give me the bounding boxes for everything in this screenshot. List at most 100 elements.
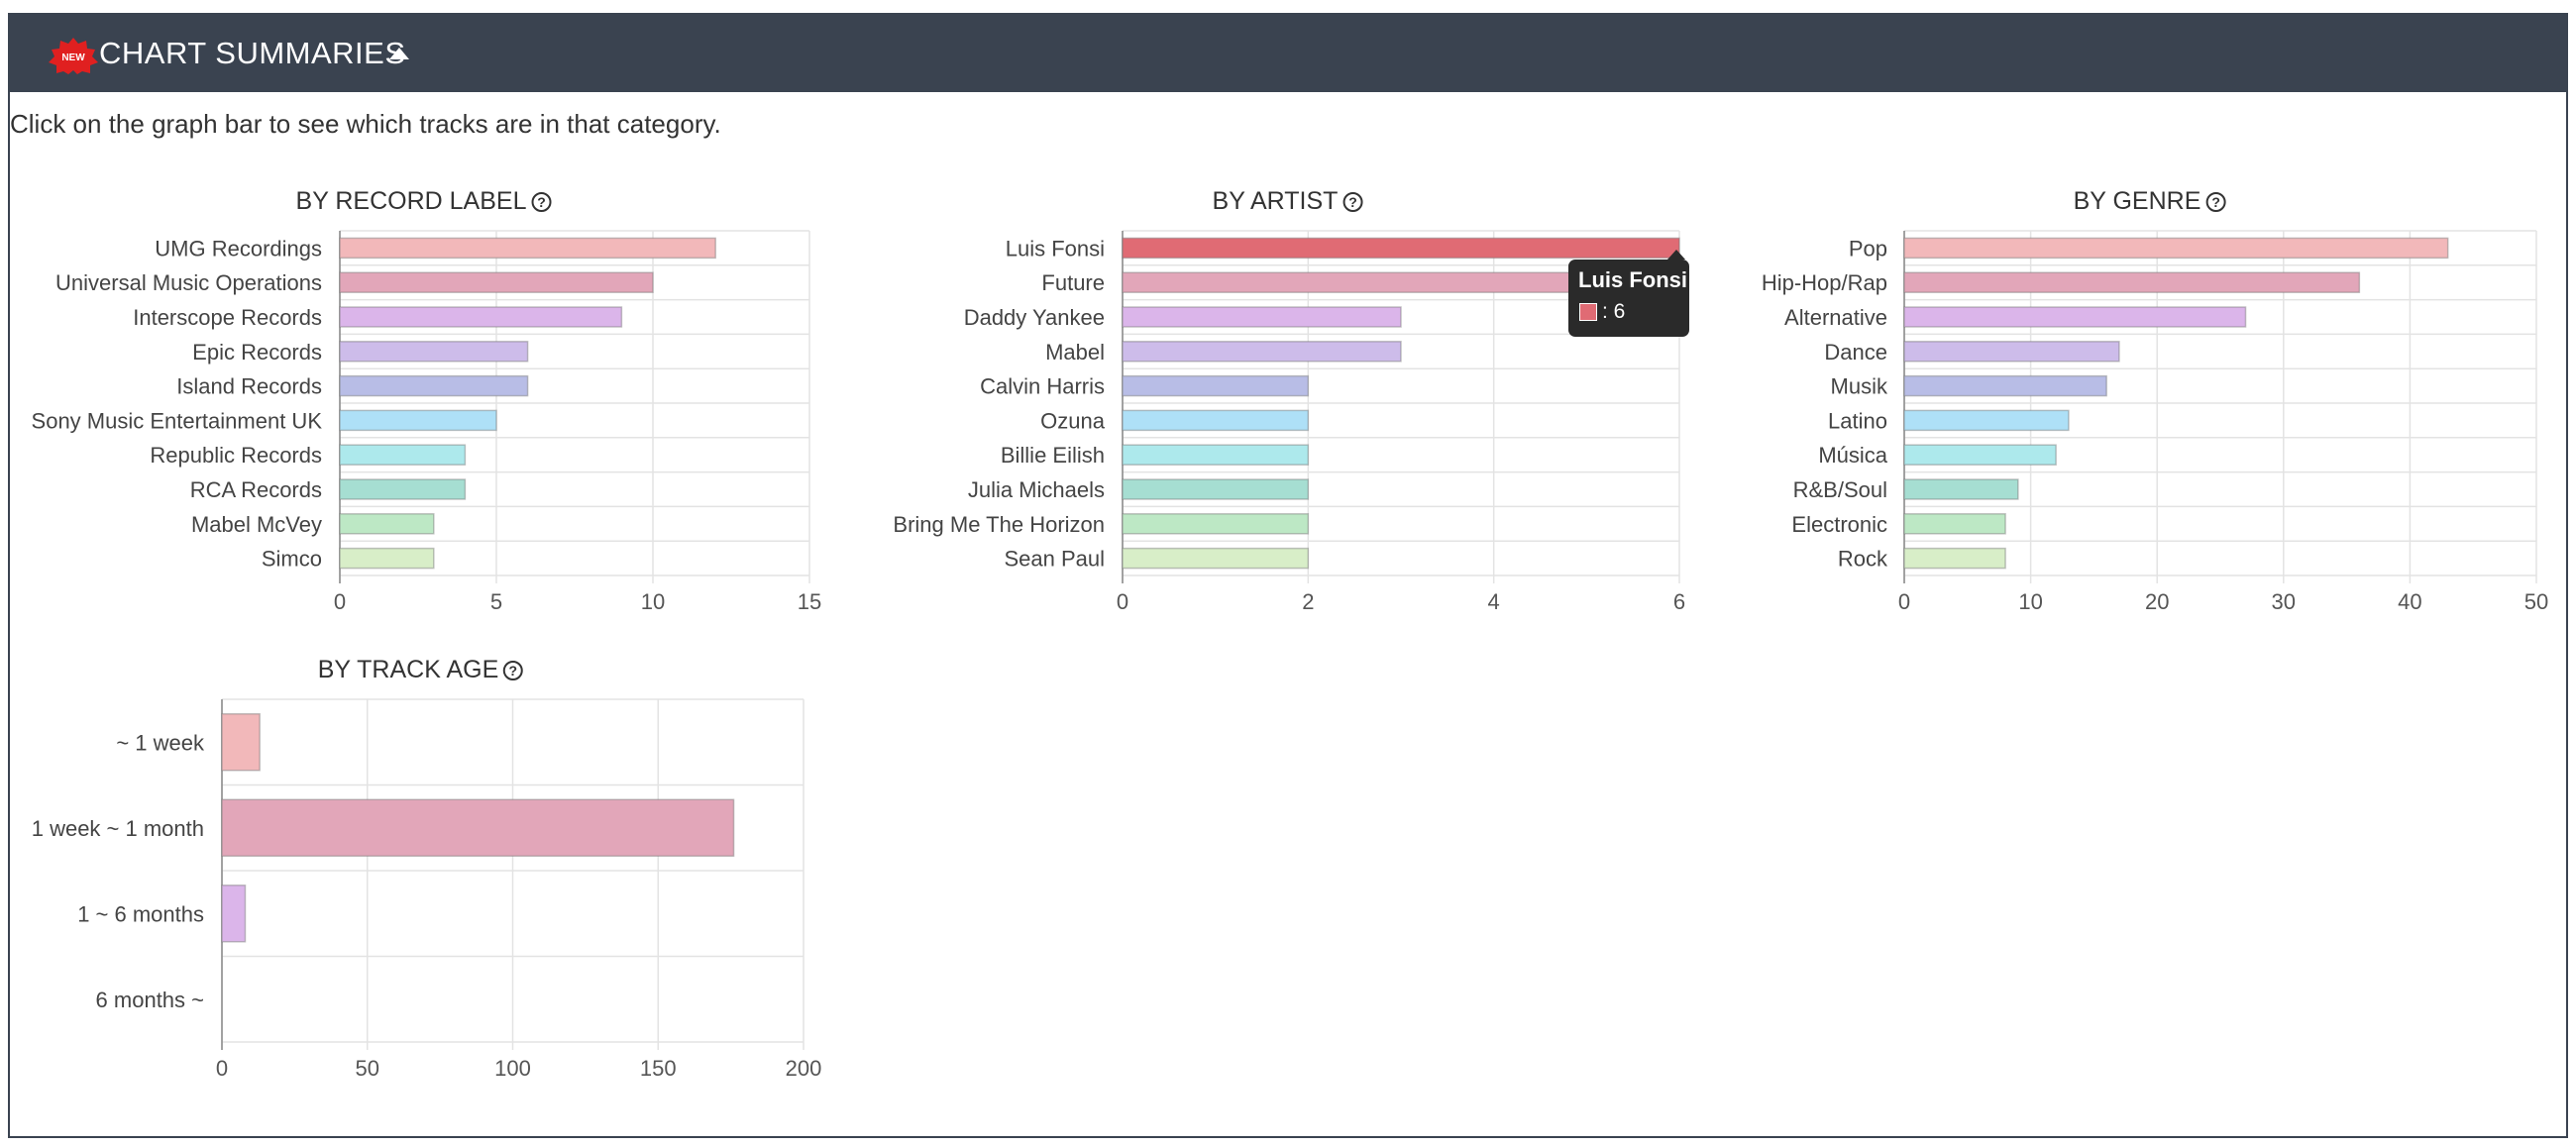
chart-bar[interactable]	[1122, 237, 1680, 260]
svg-text:?: ?	[537, 194, 546, 210]
chart-bar[interactable]	[339, 374, 529, 397]
chart-bar[interactable]	[1122, 409, 1310, 432]
tooltip-title: Luis Fonsi	[1578, 267, 1687, 292]
category-label: Dance	[1824, 340, 1887, 365]
category-label: Mabel McVey	[191, 512, 322, 537]
chart-title-track-age: BY TRACK AGE?	[318, 656, 524, 684]
category-label: Luis Fonsi	[1006, 236, 1105, 261]
category-label: 6 months ~	[96, 988, 204, 1012]
chart-bar[interactable]	[339, 513, 435, 535]
category-label: Simco	[262, 547, 322, 572]
chart-bar[interactable]	[1122, 547, 1310, 570]
chart-bar[interactable]	[339, 547, 435, 570]
x-tick-label: 0	[334, 589, 346, 614]
svg-text:?: ?	[1348, 194, 1357, 210]
chart-bar[interactable]	[1122, 478, 1310, 500]
chart-tooltip: Luis Fonsi : 6	[1568, 250, 1689, 337]
category-label: Latino	[1828, 408, 1887, 433]
x-tick-label: 15	[798, 589, 821, 614]
chart-bar[interactable]	[1903, 478, 2019, 500]
collapse-caret-icon[interactable]	[389, 48, 409, 59]
chart-bar[interactable]	[1903, 237, 2449, 260]
chart-bar[interactable]	[339, 306, 623, 328]
category-label: Republic Records	[150, 443, 322, 468]
category-label: Daddy Yankee	[964, 305, 1105, 330]
chart-bar[interactable]	[1903, 547, 2006, 570]
chart-bar[interactable]	[221, 885, 247, 943]
x-tick-label: 10	[641, 589, 665, 614]
chart-title-genre: BY GENRE?	[2074, 187, 2227, 216]
chart-bar[interactable]	[339, 237, 716, 260]
chart-bar[interactable]	[1903, 374, 2107, 397]
tooltip-swatch	[1579, 303, 1597, 321]
x-tick-label: 0	[1117, 589, 1128, 614]
chart-bar[interactable]	[221, 798, 735, 857]
chart-bar[interactable]	[1903, 513, 2006, 535]
category-label: R&B/Soul	[1793, 477, 1887, 502]
chart-bar[interactable]	[339, 271, 654, 293]
category-label: Rock	[1838, 547, 1888, 572]
category-label: ~ 1 week	[116, 730, 205, 755]
new-badge-text: NEW	[61, 52, 85, 63]
chart-bar[interactable]	[1903, 341, 2120, 363]
chart-bar[interactable]	[1122, 444, 1310, 466]
svg-text:?: ?	[509, 663, 518, 678]
category-label: Música	[1818, 443, 1887, 468]
chart-bar[interactable]	[339, 478, 467, 500]
panel-header[interactable]: NEW CHART SUMMARIES	[10, 15, 2566, 92]
category-label: Electronic	[1791, 512, 1887, 537]
tooltip-value: : 6	[1602, 300, 1626, 323]
x-tick-label: 20	[2145, 589, 2169, 614]
chart-bar[interactable]	[339, 444, 467, 466]
x-tick-label: 40	[2398, 589, 2421, 614]
chart-bar[interactable]	[1122, 513, 1310, 535]
category-label: Hip-Hop/Rap	[1762, 270, 1887, 295]
chart-bar[interactable]	[1903, 444, 2057, 466]
category-label: 1 ~ 6 months	[77, 901, 204, 926]
chart-bar[interactable]	[1903, 409, 2070, 432]
chart-bar[interactable]	[221, 713, 261, 772]
category-label: RCA Records	[190, 477, 322, 502]
chart-bar[interactable]	[1903, 306, 2247, 328]
x-tick-label: 150	[640, 1056, 677, 1081]
chart-bar[interactable]	[339, 341, 529, 363]
help-icon[interactable]: ?	[2204, 191, 2226, 213]
help-icon[interactable]: ?	[1342, 191, 1363, 213]
category-label: Interscope Records	[133, 305, 322, 330]
new-badge-icon: NEW	[49, 38, 98, 74]
x-tick-label: 200	[786, 1056, 822, 1081]
svg-text:?: ?	[2211, 194, 2220, 210]
category-label: Sony Music Entertainment UK	[32, 408, 323, 433]
instruction-text: Click on the graph bar to see which trac…	[10, 109, 721, 139]
x-tick-label: 10	[2018, 589, 2042, 614]
x-tick-label: 2	[1302, 589, 1314, 614]
category-label: Future	[1041, 270, 1105, 295]
category-label: Mabel	[1045, 340, 1105, 365]
x-tick-label: 5	[490, 589, 502, 614]
chart-bar[interactable]	[1903, 271, 2361, 293]
chart-title-text: BY ARTIST	[1212, 187, 1339, 215]
chart-bar[interactable]	[1122, 374, 1310, 397]
category-label: Bring Me The Horizon	[893, 512, 1105, 537]
chart-title-artist: BY ARTIST?	[1213, 187, 1364, 216]
category-label: Sean Paul	[1004, 547, 1105, 572]
help-icon[interactable]: ?	[530, 191, 552, 213]
category-label: Ozuna	[1040, 408, 1106, 433]
help-icon[interactable]: ?	[502, 660, 524, 681]
chart-title-record-label: BY RECORD LABEL?	[296, 187, 553, 216]
x-tick-label: 4	[1488, 589, 1500, 614]
chart-bar[interactable]	[1122, 306, 1402, 328]
panel-title[interactable]: CHART SUMMARIES	[99, 36, 406, 70]
x-tick-label: 100	[494, 1056, 531, 1081]
category-label: Pop	[1849, 236, 1887, 261]
category-label: Universal Music Operations	[55, 270, 322, 295]
chart-bar[interactable]	[339, 409, 497, 432]
x-tick-label: 6	[1673, 589, 1685, 614]
category-label: Epic Records	[192, 340, 322, 365]
category-label: 1 week ~ 1 month	[32, 816, 204, 841]
x-tick-label: 0	[216, 1056, 228, 1081]
category-label: Island Records	[176, 374, 322, 399]
chart-bar[interactable]	[1122, 341, 1402, 363]
category-label: Calvin Harris	[980, 374, 1105, 399]
